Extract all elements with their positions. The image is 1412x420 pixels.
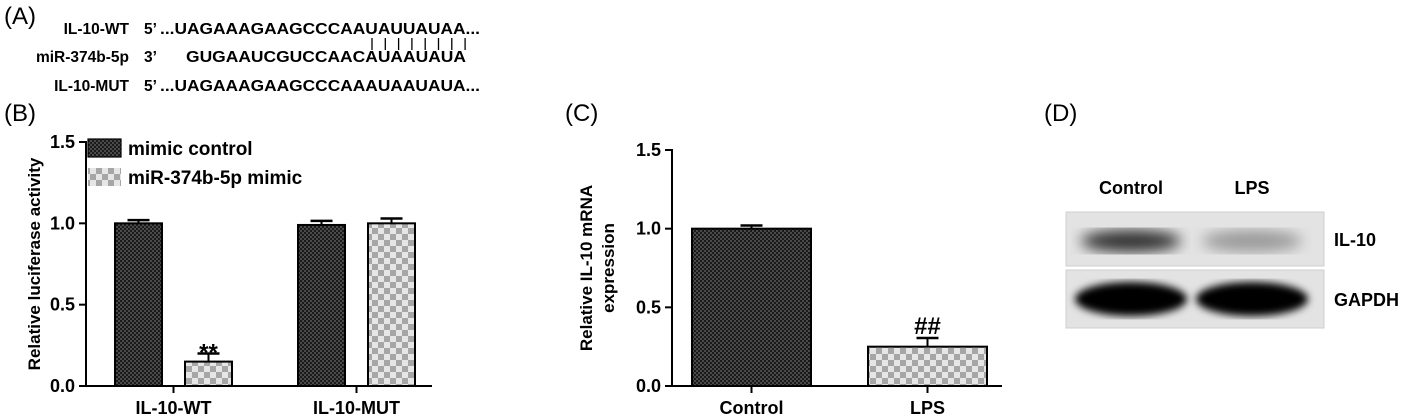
y-tick-label: 1.5 (50, 132, 75, 152)
y-tick-label: 0.0 (50, 376, 75, 396)
western-blot: Control LPS IL-10 GAPDH (1065, 178, 1399, 329)
bar (867, 345, 988, 387)
base-pair-lines (371, 38, 466, 50)
blot-band (1075, 282, 1187, 316)
y-tick-label: 0.0 (636, 376, 661, 396)
mut-sequence: ...UAGAAAGAAGCCCAAAUAAUAUA... (160, 78, 480, 95)
bar (297, 223, 346, 387)
bar (184, 360, 233, 388)
lane-label: LPS (1234, 178, 1269, 198)
panel-d-label: (D) (1044, 100, 1077, 127)
legend-label: miR-374b-5p mimic (128, 168, 303, 189)
y-tick-label: 1.0 (50, 213, 75, 233)
band-label: GAPDH (1334, 290, 1399, 310)
x-tick-label: IL-10-WT (136, 398, 212, 418)
panel-c-label: (C) (565, 100, 598, 127)
mut-name: IL-10-MUT (54, 78, 129, 95)
mir-prime: 3’ (144, 49, 157, 66)
y-axis-title: Relative IL-10 mRNA (577, 185, 596, 351)
wt-name: IL-10-WT (64, 21, 130, 38)
chart-c: 0.0 0.5 1.0 1.5 Relative IL-10 mRNA expressio… (577, 140, 1002, 418)
bar (367, 222, 416, 387)
panel-a-label: (A) (4, 3, 36, 30)
x-tick-label: LPS (910, 398, 945, 418)
wt-sequence: ...UAGAAAGAAGCCCAAUAUUAUAA... (160, 21, 480, 38)
panel-b-label: (B) (4, 100, 36, 127)
chart-b: 0.0 0.5 1.0 1.5 Relative luciferase activity… (25, 132, 432, 418)
band-label: IL-10 (1334, 230, 1376, 250)
mir-name: miR-374b-5p (36, 49, 129, 66)
significance-mark: ** (199, 339, 218, 366)
bar (114, 222, 163, 387)
mut-prime: 5’ (144, 78, 157, 95)
y-tick-label: 1.0 (636, 219, 661, 239)
sequence-alignment: IL-10-WT 5’ ...UAGAAAGAAGCCCAAUAUUAUAA..… (36, 21, 480, 95)
y-tick-label: 1.5 (636, 140, 661, 160)
legend-swatch (88, 168, 121, 186)
legend-swatch (87, 138, 122, 158)
y-axis-title: Relative luciferase activity (25, 157, 44, 370)
bar (691, 227, 812, 387)
significance-mark: ## (914, 313, 941, 340)
legend-label: mimic control (128, 139, 253, 160)
y-tick-label: 0.5 (636, 297, 661, 317)
lane-label: Control (1099, 178, 1163, 198)
blot-band (1196, 282, 1308, 316)
x-tick-label: IL-10-MUT (313, 398, 400, 418)
blot-band (1202, 230, 1302, 252)
y-axis-title: expression (599, 223, 618, 313)
mir-sequence: GUGAAUCGUCCAACAUAAUAUA (186, 49, 466, 66)
y-tick-label: 0.5 (50, 295, 75, 315)
x-tick-label: Control (720, 398, 784, 418)
blot-band (1081, 230, 1181, 252)
wt-prime: 5’ (144, 21, 157, 38)
